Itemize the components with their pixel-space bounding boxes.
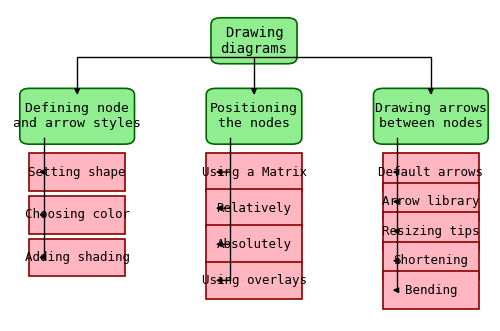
FancyBboxPatch shape bbox=[20, 88, 134, 144]
Text: Adding shading: Adding shading bbox=[24, 251, 130, 264]
Text: Choosing color: Choosing color bbox=[24, 208, 130, 221]
FancyBboxPatch shape bbox=[206, 189, 302, 227]
FancyBboxPatch shape bbox=[383, 242, 478, 280]
Text: Drawing
diagrams: Drawing diagrams bbox=[220, 26, 288, 56]
FancyBboxPatch shape bbox=[383, 212, 478, 250]
Text: Setting shape: Setting shape bbox=[28, 166, 126, 178]
FancyBboxPatch shape bbox=[383, 183, 478, 220]
FancyBboxPatch shape bbox=[30, 153, 125, 191]
Text: Resizing tips: Resizing tips bbox=[382, 225, 480, 238]
FancyBboxPatch shape bbox=[206, 88, 302, 144]
FancyBboxPatch shape bbox=[374, 88, 488, 144]
Text: Bending: Bending bbox=[404, 284, 457, 297]
Text: Drawing arrows
between nodes: Drawing arrows between nodes bbox=[375, 102, 487, 130]
Text: Defining node
and arrow styles: Defining node and arrow styles bbox=[13, 102, 141, 130]
FancyBboxPatch shape bbox=[30, 239, 125, 276]
Text: Arrow library: Arrow library bbox=[382, 195, 480, 208]
Text: Positioning
the nodes: Positioning the nodes bbox=[210, 102, 298, 130]
FancyBboxPatch shape bbox=[206, 261, 302, 299]
FancyBboxPatch shape bbox=[211, 18, 297, 64]
Text: Using a Matrix: Using a Matrix bbox=[202, 166, 306, 178]
Text: Relatively: Relatively bbox=[216, 202, 292, 215]
Text: Using overlays: Using overlays bbox=[202, 274, 306, 287]
FancyBboxPatch shape bbox=[30, 196, 125, 234]
FancyBboxPatch shape bbox=[383, 271, 478, 309]
Text: Default arrows: Default arrows bbox=[378, 166, 484, 178]
Text: Shortening: Shortening bbox=[394, 254, 468, 267]
FancyBboxPatch shape bbox=[206, 225, 302, 263]
FancyBboxPatch shape bbox=[206, 153, 302, 191]
FancyBboxPatch shape bbox=[383, 153, 478, 191]
Text: Absolutely: Absolutely bbox=[216, 238, 292, 251]
